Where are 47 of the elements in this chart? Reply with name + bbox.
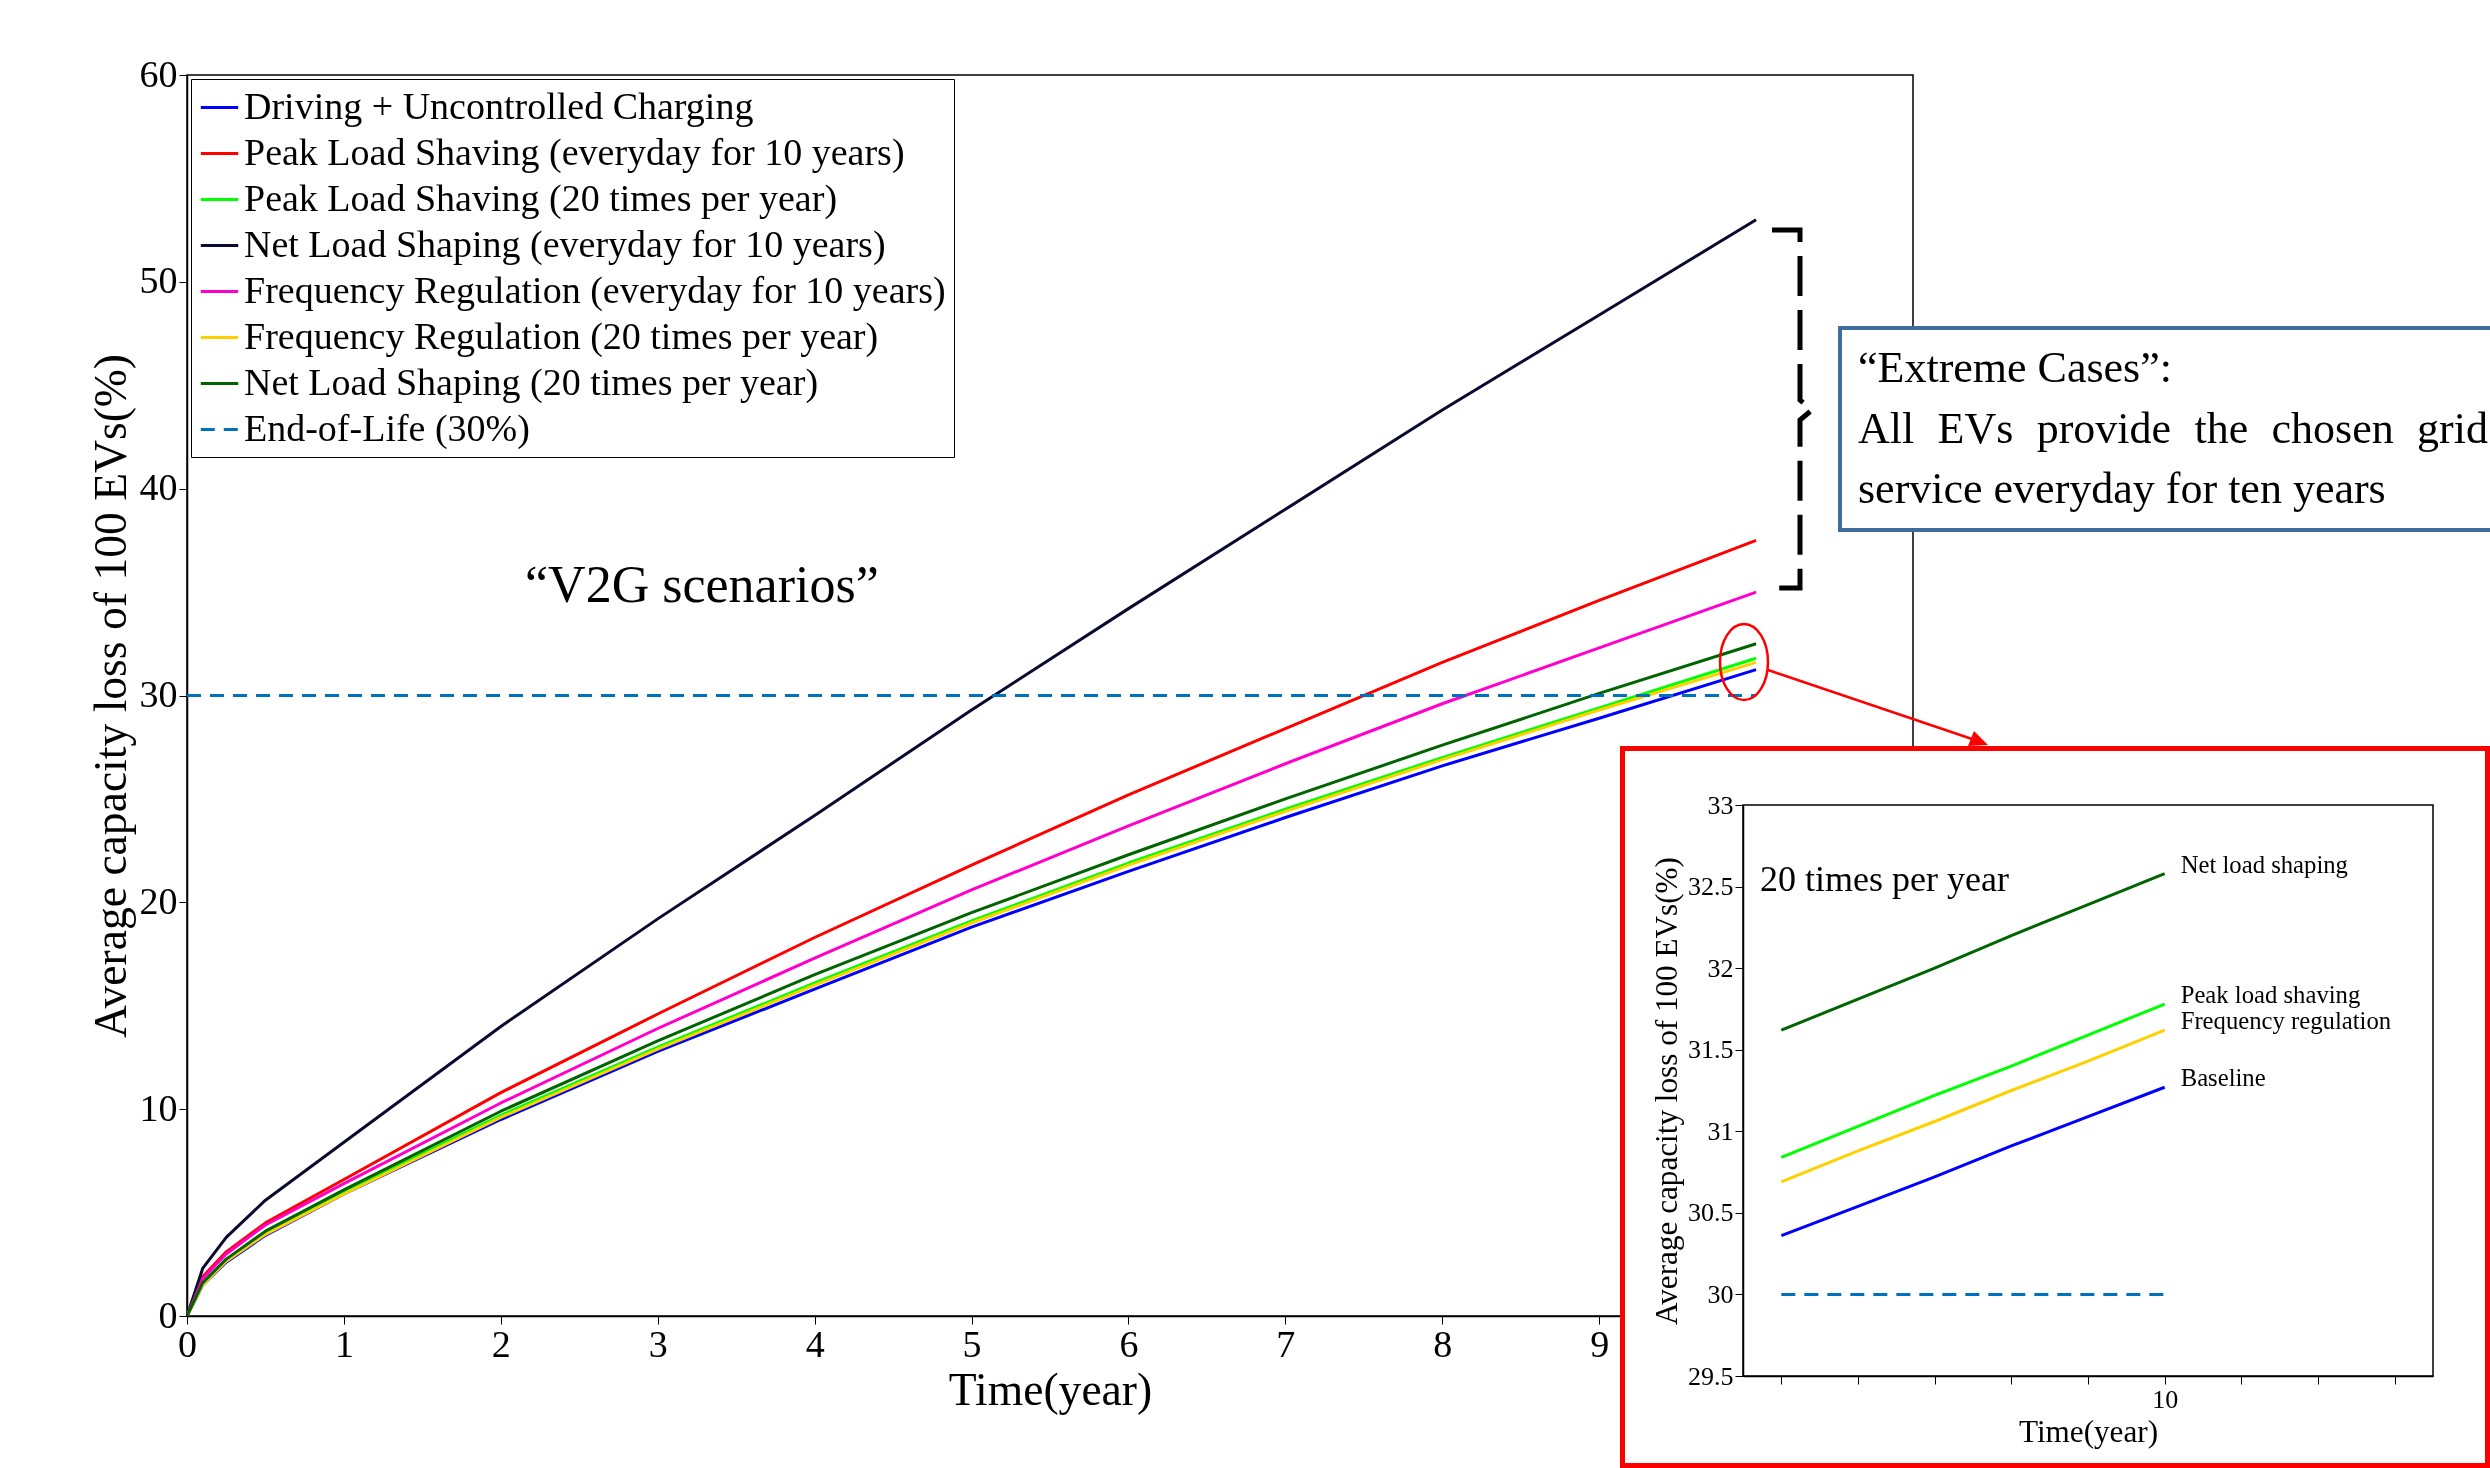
legend-label: Net Load Shaping (everyday for 10 years) bbox=[244, 222, 886, 266]
series-label: Peak load shaving bbox=[2180, 981, 2361, 1009]
legend-label: Driving + Uncontrolled Charging bbox=[244, 84, 754, 127]
y-tick-label: 31 bbox=[1707, 1116, 1734, 1146]
y-tick-label: 29.5 bbox=[1688, 1361, 1734, 1391]
series-label: Net load shaping bbox=[2180, 850, 2348, 878]
x-axis-title: Time(year) bbox=[948, 1363, 1153, 1415]
x-tick-label: 9 bbox=[1590, 1322, 1610, 1365]
y-tick-label: 60 bbox=[139, 52, 178, 95]
line-series bbox=[1779, 1028, 2167, 1184]
y-tick-label: 33 bbox=[1707, 790, 1734, 820]
y-tick-label: 31.5 bbox=[1688, 1035, 1734, 1065]
annotation: 20 times per year bbox=[1760, 858, 2009, 900]
y-tick-label: 30 bbox=[139, 673, 178, 715]
x-tick-label: 2 bbox=[491, 1322, 511, 1365]
annotation: All EVs provide the chosen grid service everyday for ten years bbox=[1858, 402, 2488, 516]
x-axis-title: Time(year) bbox=[2018, 1413, 2159, 1449]
legend-label: Peak Load Shaving (everyday for 10 years) bbox=[244, 130, 905, 174]
annotation: “V2G scenarios” bbox=[525, 555, 879, 614]
x-tick-label: 7 bbox=[1276, 1322, 1296, 1365]
legend-label: Peak Load Shaving (20 times per year) bbox=[244, 176, 838, 220]
x-tick-label: 8 bbox=[1433, 1322, 1453, 1365]
y-tick-label: 30.5 bbox=[1688, 1198, 1734, 1228]
legend-label: Frequency Regulation (20 times per year) bbox=[244, 314, 879, 358]
x-tick-label: 5 bbox=[962, 1322, 982, 1365]
line-series bbox=[1779, 1002, 2167, 1159]
x-tick-label: 1 bbox=[334, 1322, 354, 1365]
x-tick-label: 4 bbox=[805, 1322, 825, 1365]
y-tick-label: 30 bbox=[1707, 1279, 1734, 1309]
legend-label: Net Load Shaping (20 times per year) bbox=[244, 360, 819, 404]
y-tick-label: 50 bbox=[139, 259, 178, 302]
line-series bbox=[1779, 1085, 2167, 1238]
y-tick-label: 20 bbox=[139, 879, 178, 922]
y-tick-label: 32 bbox=[1707, 953, 1734, 983]
legend-label: End-of-Life (30%) bbox=[244, 406, 530, 450]
annotation: “Extreme Cases”: bbox=[1858, 342, 2173, 394]
legend-label: Frequency Regulation (everyday for 10 years) bbox=[244, 268, 946, 312]
y-tick-label: 32.5 bbox=[1688, 872, 1734, 902]
y-tick-label: 0 bbox=[158, 1293, 178, 1336]
series-label: Baseline bbox=[2180, 1064, 2266, 1092]
x-tick-label: 6 bbox=[1119, 1322, 1139, 1365]
y-axis-title: Average capacity loss of 100 EVs(%) bbox=[84, 353, 136, 1039]
y-tick-label: 40 bbox=[139, 466, 178, 509]
y-axis-title: Average capacity loss of 100 EVs(%) bbox=[1649, 857, 1684, 1325]
x-tick-label: 3 bbox=[648, 1322, 668, 1365]
y-tick-label: 10 bbox=[139, 1086, 178, 1129]
series-label: Frequency regulation bbox=[2180, 1007, 2392, 1035]
